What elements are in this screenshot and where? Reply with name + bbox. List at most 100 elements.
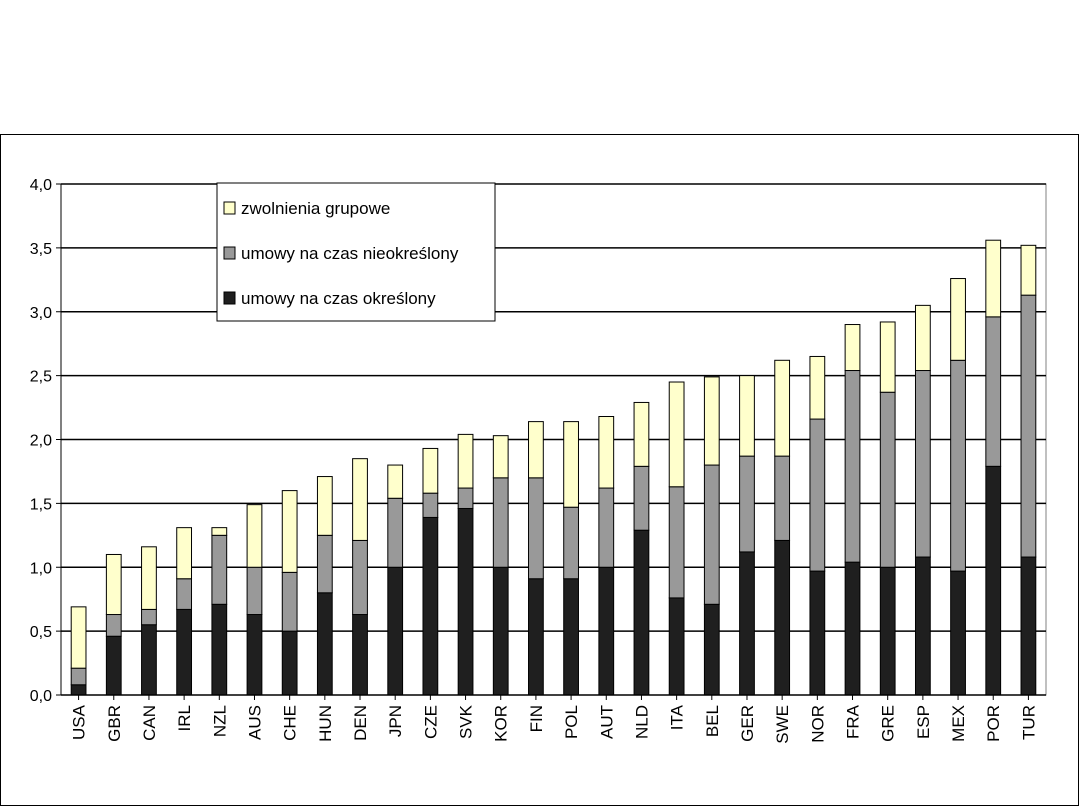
bars [70, 239, 1037, 696]
x-category-label: DEN [351, 705, 370, 741]
x-category-label: SWE [773, 705, 792, 744]
bar-segment [528, 477, 544, 580]
bar-segment [774, 455, 791, 541]
x-category-label: GRE [879, 705, 898, 742]
bar-segment [1020, 294, 1037, 558]
bar-segment [176, 608, 193, 696]
x-category-label: CAN [140, 705, 159, 741]
bar-segment [1020, 556, 1037, 696]
bar-segment [914, 370, 931, 558]
bar-segment [950, 570, 966, 696]
bar-segment [105, 635, 122, 696]
bar-segment [703, 376, 720, 466]
bar-segment [70, 606, 87, 669]
x-category-label: AUT [597, 705, 616, 739]
stacked-bar-chart: 0,0 0,5 1,0 1,5 2,0 2,5 3,0 3,5 4,0 USA GBR CAN IRL… [30, 177, 1047, 744]
bar-segment [703, 603, 720, 696]
bar-segment [668, 486, 685, 599]
bar-segment [598, 416, 615, 489]
y-tick-label: 2,0 [30, 433, 52, 450]
bar-segment [352, 539, 368, 616]
bar-segment [70, 684, 87, 696]
y-tick-label: 2,5 [30, 369, 52, 386]
x-category-label: GER [738, 705, 757, 742]
x-category-label: USA [70, 704, 89, 740]
bar-segment [703, 464, 720, 605]
bar-segment [879, 566, 896, 696]
x-category-label: NOR [808, 705, 827, 743]
x-category-label: FIN [527, 705, 546, 732]
bar-segment [387, 566, 404, 696]
bar-segment [211, 603, 228, 696]
bar-segment [809, 355, 826, 420]
bar-segment [985, 465, 1002, 696]
x-category-label: CZE [421, 705, 440, 739]
x-category-label: AUS [245, 705, 264, 740]
bar-segment [528, 578, 544, 696]
legend-box [216, 182, 496, 322]
bar-segment [246, 504, 263, 568]
x-category-label: POL [562, 705, 581, 739]
bar-segment [141, 608, 157, 626]
y-tick-label: 3,5 [30, 241, 52, 258]
legend-label: zwolnienia grupowe [241, 199, 390, 218]
x-category-label: NLD [632, 705, 651, 739]
bar-segment [422, 516, 439, 696]
bar-segment [316, 534, 333, 594]
bar-segment [528, 421, 544, 479]
x-category-label: MEX [949, 705, 968, 742]
x-category-labels: USA GBR CAN IRL NZL AUS CHE HUN DEN JPN CZE SVK KOR F… [70, 704, 1039, 743]
bar-segment [563, 421, 579, 508]
x-category-label: SVK [457, 704, 476, 739]
bar-segment [809, 418, 826, 572]
x-category-label: IRL [175, 705, 194, 731]
bar-segment [70, 667, 87, 686]
bar-segment [844, 561, 861, 696]
x-category-label: HUN [316, 705, 335, 742]
bar-segment [457, 507, 474, 696]
bar-segment [879, 391, 896, 568]
x-category-label: KOR [492, 705, 511, 742]
bar-segment [633, 401, 650, 467]
bar-segment [387, 497, 404, 568]
bar-segment [246, 614, 263, 696]
bar-segment [985, 239, 1002, 318]
x-category-label: FRA [844, 704, 863, 739]
legend-label: umowy na czas nieokreślony [241, 244, 459, 263]
bar-segment [598, 566, 615, 696]
bar-segment [914, 556, 931, 696]
bar-segment [457, 487, 474, 509]
bar-segment [598, 487, 615, 568]
axes [56, 183, 1046, 700]
bar-segment [422, 492, 439, 518]
bar-segment [211, 527, 228, 536]
y-tick-label: 0,0 [30, 688, 52, 705]
bar-segment [844, 324, 861, 372]
x-category-label: BEL [703, 705, 722, 737]
legend-label: umowy na czas określony [241, 289, 436, 308]
bar-segment [774, 359, 791, 457]
bar-segment [668, 381, 685, 488]
bar-segment [141, 624, 157, 696]
x-category-label: TUR [1019, 705, 1038, 740]
bar-segment [211, 534, 228, 605]
bar-segment [281, 490, 298, 573]
x-category-label: ITA [668, 704, 687, 730]
bar-segment [105, 553, 122, 616]
x-category-label: CHE [281, 705, 300, 741]
bar-segment [739, 455, 755, 553]
legend-swatch [223, 201, 236, 215]
x-category-label: ESP [914, 705, 933, 739]
bar-segment [563, 506, 579, 580]
bar-segment [316, 476, 333, 536]
bar-segment [492, 477, 509, 568]
x-category-label: POR [984, 705, 1003, 742]
x-category-label: JPN [386, 705, 405, 737]
bar-segment [668, 597, 685, 696]
bar-segment [281, 571, 298, 632]
bar-segment [985, 316, 1002, 467]
bar-segment [950, 359, 966, 572]
legend: zwolnienia grupowe umowy na czas nieokreś… [216, 182, 496, 322]
y-tick-label: 0,5 [30, 624, 52, 641]
bar-segment [141, 546, 157, 610]
